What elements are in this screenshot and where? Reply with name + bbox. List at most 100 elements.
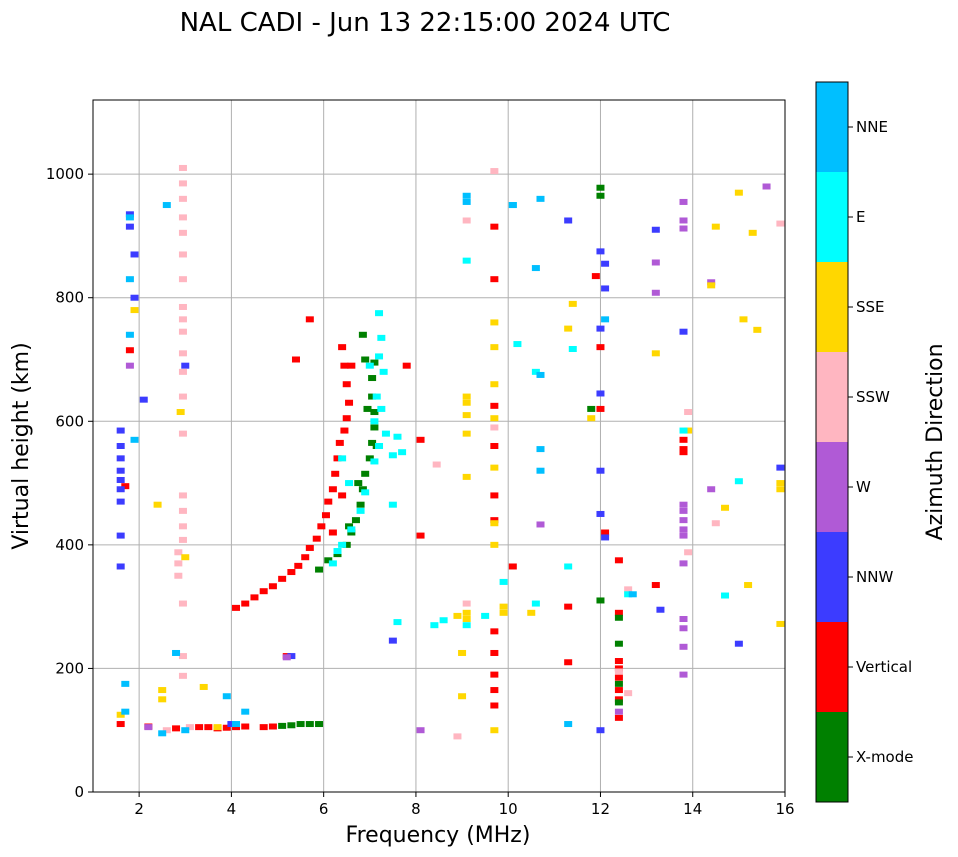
echo-point — [181, 362, 190, 369]
echo-point — [125, 276, 134, 283]
echo-point — [490, 443, 499, 449]
series-w — [125, 183, 771, 734]
echo-point — [596, 597, 605, 604]
echo-point — [499, 603, 508, 610]
echo-point — [388, 501, 397, 508]
echo-point — [116, 532, 125, 539]
echo-point — [490, 223, 499, 230]
echo-point — [232, 721, 241, 728]
echo-point — [174, 572, 183, 579]
echo-point — [564, 721, 573, 728]
echo-point — [679, 625, 688, 632]
y-tick-label: 0 — [74, 783, 84, 801]
echo-point — [178, 328, 187, 335]
echo-point — [499, 578, 508, 585]
echo-point — [185, 724, 194, 731]
echo-point — [178, 368, 187, 375]
echo-point — [490, 402, 499, 409]
colorbar-label-nne: NNE — [856, 118, 888, 136]
echo-point — [614, 687, 623, 694]
echo-point — [651, 582, 660, 589]
echo-point — [287, 722, 296, 729]
echo-point — [287, 653, 296, 660]
echo-point — [365, 455, 374, 462]
echo-point — [430, 622, 439, 629]
echo-point — [564, 217, 573, 224]
echo-point — [462, 412, 471, 419]
echo-point — [199, 683, 208, 690]
echo-point — [130, 294, 139, 301]
echo-point — [178, 492, 187, 499]
echo-point — [531, 600, 540, 607]
echo-point — [345, 399, 354, 406]
echo-point — [158, 687, 167, 694]
echo-point — [490, 687, 499, 694]
colorbar-label-w: W — [856, 478, 871, 496]
echo-point — [125, 347, 134, 354]
echo-point — [490, 464, 499, 471]
echo-point — [358, 486, 367, 493]
echo-point — [250, 594, 259, 601]
colorbar-segment-ssw — [816, 352, 848, 442]
y-tick-label: 600 — [55, 412, 84, 430]
echo-point — [490, 649, 499, 656]
echo-point — [358, 331, 367, 338]
echo-point — [130, 307, 139, 314]
colorbar-segment-nne — [816, 82, 848, 172]
y-tick-label: 1000 — [46, 165, 84, 183]
echo-point — [377, 334, 386, 341]
echo-point — [601, 260, 610, 267]
echo-point — [268, 583, 277, 590]
echo-point — [734, 640, 743, 647]
echo-point — [178, 600, 187, 607]
echo-point — [178, 303, 187, 310]
echo-point — [536, 195, 545, 202]
echo-point — [324, 498, 333, 505]
echo-point — [356, 507, 365, 514]
echo-point — [324, 557, 333, 564]
echo-point — [361, 489, 370, 496]
echo-point — [707, 486, 716, 493]
echo-point — [342, 381, 351, 388]
echo-point — [462, 393, 471, 400]
echo-point — [333, 551, 342, 558]
echo-point — [679, 436, 688, 443]
echo-point — [614, 640, 623, 647]
echo-point — [375, 310, 384, 317]
echo-point — [347, 526, 356, 533]
echo-point — [125, 331, 134, 338]
echo-point — [416, 436, 425, 443]
colorbar-label-sse: SSE — [856, 298, 885, 316]
echo-point — [342, 541, 351, 548]
echo-point — [121, 680, 130, 687]
echo-point — [282, 654, 291, 661]
echo-point — [116, 427, 125, 434]
echo-point — [379, 368, 388, 375]
colorbar-label: Azimuth Direction — [923, 343, 948, 540]
echo-point — [162, 202, 171, 209]
echo-point — [721, 504, 730, 511]
echo-point — [439, 617, 448, 624]
echo-point — [328, 529, 337, 536]
echo-point — [614, 658, 623, 665]
echo-point — [614, 609, 623, 616]
echo-point — [490, 424, 499, 431]
echo-point — [458, 693, 467, 700]
echo-point — [232, 604, 241, 611]
echo-point — [596, 467, 605, 474]
echo-point — [162, 727, 171, 734]
echo-point — [402, 362, 411, 369]
echo-point — [536, 467, 545, 474]
echo-point — [490, 319, 499, 326]
echo-point — [381, 430, 390, 437]
echo-point — [305, 721, 314, 728]
echo-point — [340, 362, 349, 369]
echo-point — [416, 532, 425, 539]
echo-point — [368, 393, 377, 400]
echo-point — [347, 529, 356, 536]
echo-point — [734, 189, 743, 196]
echo-point — [462, 622, 471, 629]
colorbar-label-ssw: SSW — [856, 388, 890, 406]
echo-point — [624, 690, 633, 697]
